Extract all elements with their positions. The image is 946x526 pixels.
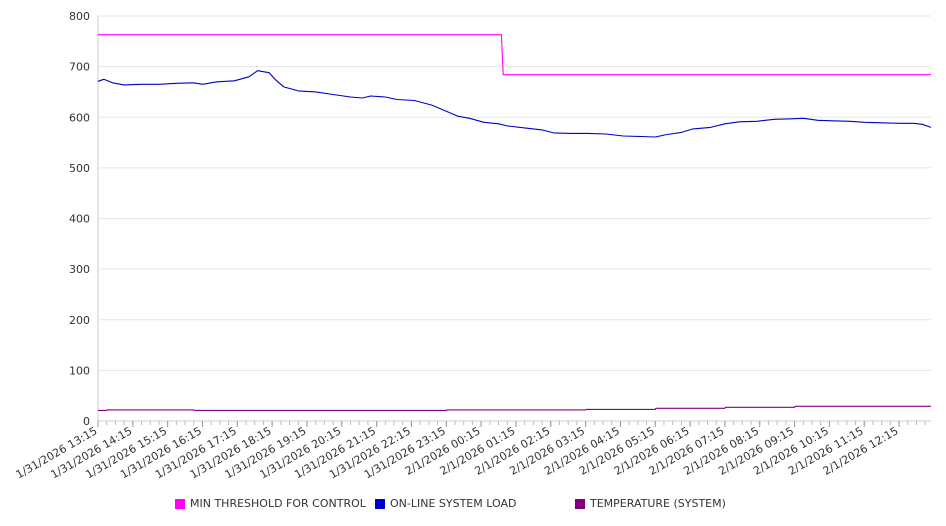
y-tick-label-500: 500	[69, 162, 90, 175]
series-line-0	[98, 34, 931, 76]
legend-swatch-system-load	[375, 498, 385, 509]
legend-swatch-temperature	[575, 498, 585, 509]
legend-item-system-load: ON-LINE SYSTEM LOAD	[375, 497, 516, 510]
y-tick-label-300: 300	[69, 263, 90, 276]
legend-label-system-load: ON-LINE SYSTEM LOAD	[390, 497, 517, 510]
legend: MIN THRESHOLD FOR CONTROL ON-LINE SYSTEM…	[0, 497, 946, 515]
legend-item-temperature: TEMPERATURE (SYSTEM)	[575, 497, 726, 510]
legend-label-temperature: TEMPERATURE (SYSTEM)	[590, 497, 726, 510]
series-line-2	[98, 405, 931, 411]
y-tick-label-0: 0	[83, 415, 90, 428]
y-tick-label-600: 600	[69, 111, 90, 124]
y-tick-label-700: 700	[69, 61, 90, 74]
legend-label-min-threshold: MIN THRESHOLD FOR CONTROL	[190, 497, 366, 510]
y-tick-label-400: 400	[69, 213, 90, 226]
legend-item-min-threshold: MIN THRESHOLD FOR CONTROL	[175, 497, 366, 510]
y-tick-label-100: 100	[69, 364, 90, 377]
legend-swatch-min-threshold	[175, 498, 185, 509]
y-tick-label-800: 800	[69, 10, 90, 23]
series-line-1	[97, 70, 932, 138]
y-tick-label-200: 200	[69, 314, 90, 327]
